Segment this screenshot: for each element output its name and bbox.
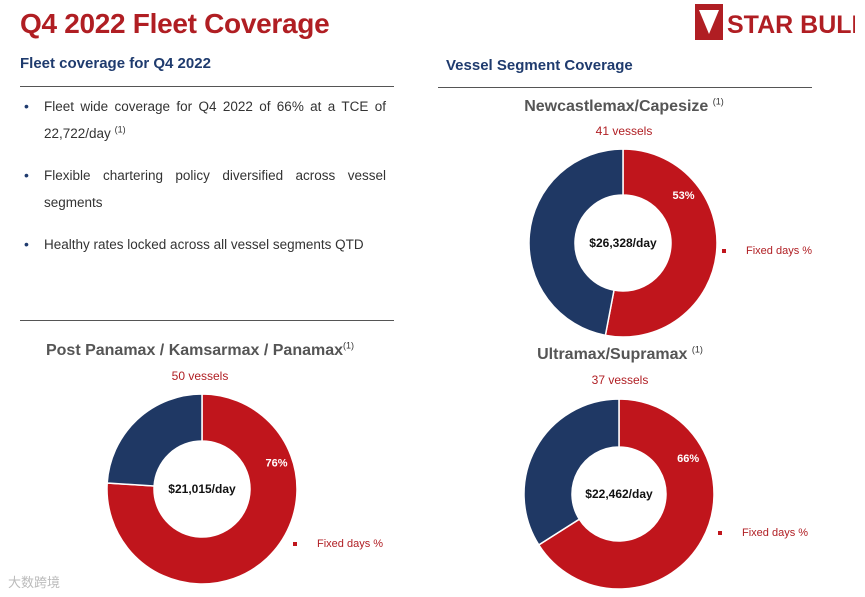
slice-percent-label: 76%: [265, 458, 287, 470]
donut-slice-fixed: [106, 393, 298, 585]
watermark: 大数跨境: [8, 575, 61, 590]
page-title: Q4 2022 Fleet Coverage: [20, 8, 330, 39]
donut-center-rate: $26,328/day: [589, 236, 657, 250]
bullet-item-1: Fleet wide coverage for Q4 2022 of 66% a…: [20, 93, 386, 147]
chart-title-text: Post Panamax / Kamsarmax / Panamax: [45, 342, 344, 359]
bullet-text: Fleet wide coverage for Q4 2022 of 66% a…: [44, 99, 386, 141]
vessel-count-ultramax: 37 vessels: [591, 373, 649, 387]
donut-slice-fixed: [604, 148, 718, 338]
logo-star-cutout: [699, 10, 719, 34]
bullet-item-3: Healthy rates locked across all vessel s…: [20, 231, 386, 258]
legend-swatch: [722, 249, 726, 254]
bullet-item-2: Flexible chartering policy diversified a…: [20, 162, 386, 216]
legend-newcastlemax: Fixed days %: [722, 245, 812, 257]
legend-post-panamax: Fixed days %: [293, 538, 383, 550]
bullet-text: Flexible chartering policy diversified a…: [44, 168, 386, 210]
legend-swatch: [718, 531, 722, 536]
bullet-list: Fleet wide coverage for Q4 2022 of 66% a…: [20, 93, 386, 273]
donut-slice-fixed: [537, 398, 715, 590]
chart-title-newcastlemax: Newcastlemax/Capesize (1): [524, 96, 724, 116]
star-bulk-logo: STAR BULK: [695, 4, 855, 40]
logo-text: STAR BULK: [727, 11, 855, 39]
slice-percent-label: 53%: [672, 190, 694, 202]
donut-center-rate: $22,462/day: [585, 487, 653, 501]
vessel-count-newcastlemax: 41 vessels: [595, 124, 653, 138]
donut-slice-open: [106, 393, 203, 487]
legend-ultramax: Fixed days %: [718, 527, 808, 539]
bullet-text: Healthy rates locked across all vessel s…: [44, 237, 364, 252]
chart-title-text: Newcastlemax/Capesize: [524, 98, 709, 115]
footnote-marker: (1): [691, 344, 703, 355]
left-heading-rule: [20, 86, 394, 87]
chart-title-post-panamax: Post Panamax / Kamsarmax / Panamax(1): [40, 340, 360, 360]
chart-title-text: Ultramax/Supramax: [537, 346, 688, 363]
donut-slice-open: [523, 398, 620, 546]
fleet-coverage-heading: Fleet coverage for Q4 2022: [20, 55, 211, 72]
slice-percent-label: 66%: [677, 453, 699, 465]
vessel-count-post-panamax: 50 vessels: [171, 369, 229, 383]
footnote-marker: (1): [712, 96, 724, 107]
donut-slice-open: [528, 148, 624, 337]
left-divider-rule: [20, 320, 394, 321]
vessel-segment-heading: Vessel Segment Coverage: [446, 57, 633, 74]
footnote-marker: (1): [114, 124, 126, 135]
legend-label: Fixed days %: [317, 538, 384, 550]
legend-swatch: [293, 542, 297, 547]
donut-center-rate: $21,015/day: [168, 482, 236, 496]
right-heading-rule: [438, 87, 812, 88]
legend-label: Fixed days %: [742, 527, 809, 539]
footnote-marker: (1): [343, 340, 355, 351]
legend-label: Fixed days %: [746, 245, 813, 257]
chart-title-ultramax: Ultramax/Supramax (1): [520, 344, 720, 364]
